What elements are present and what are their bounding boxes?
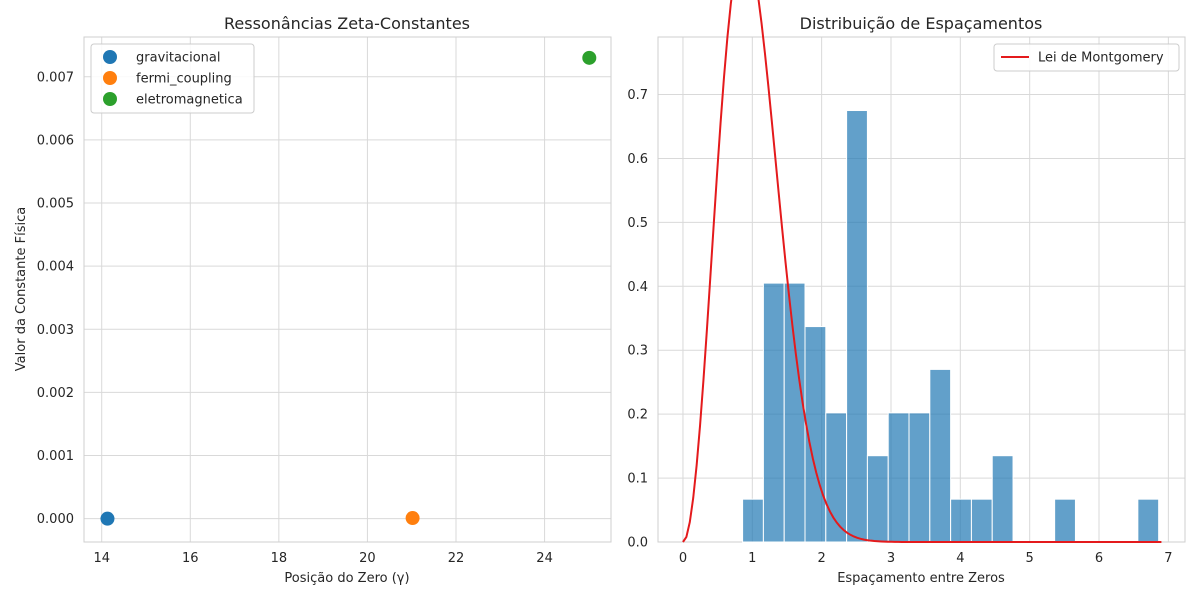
scatter-y-tick-label: 0.001 [37, 449, 74, 464]
histogram-bar [908, 412, 931, 543]
scatter-legend-box [90, 43, 255, 114]
histogram-chart-title: Distribuição de Espaçamentos [800, 14, 1043, 33]
scatter-x-tick-label: 16 [182, 551, 199, 566]
legend-marker-gravitacional [103, 50, 117, 64]
histogram-x-tick-label: 6 [1095, 551, 1103, 566]
scatter-point-fermi-coupling [405, 511, 420, 526]
histogram-legend: Lei de Montgomery [993, 43, 1180, 72]
histogram-y-tick-label: 0.1 [627, 472, 648, 487]
histogram-x-ticks: 0 1 2 3 4 5 6 7 [679, 551, 1173, 566]
histogram-bar [783, 282, 806, 543]
scatter-y-tick-label: 0.006 [37, 133, 74, 148]
montgomery-curve [682, 0, 1162, 543]
histogram-bar [991, 455, 1014, 543]
histogram-legend-box [993, 43, 1180, 72]
histogram-bar [866, 455, 889, 543]
scatter-x-ticks: 14 16 18 20 22 24 [93, 551, 552, 566]
histogram-y-tick-label: 0.3 [627, 344, 648, 359]
scatter-grid [84, 37, 611, 542]
scatter-point-gravitacional [100, 511, 115, 526]
histogram-x-axis-label: Espaçamento entre Zeros [837, 571, 1005, 586]
scatter-points [100, 50, 597, 526]
scatter-x-tick-label: 18 [271, 551, 288, 566]
scatter-y-tick-label: 0.004 [37, 260, 74, 275]
histogram-x-tick-label: 0 [679, 551, 687, 566]
histogram-bar [1054, 498, 1076, 543]
scatter-x-axis-label: Posição do Zero (γ) [284, 571, 409, 586]
histogram-x-tick-label: 3 [887, 551, 895, 566]
montgomery-curve-line [682, 0, 1162, 543]
scatter-x-tick-label: 20 [359, 551, 376, 566]
scatter-y-tick-label: 0.003 [37, 323, 74, 338]
histogram-y-tick-label: 0.5 [627, 216, 648, 231]
histogram-x-tick-label: 7 [1164, 551, 1172, 566]
histogram-bars [742, 110, 1160, 543]
scatter-plot-frame [83, 36, 612, 543]
histogram-bar [1137, 498, 1160, 543]
histogram-y-tick-label: 0.6 [627, 152, 648, 167]
histogram-bar [970, 498, 993, 543]
legend-marker-fermi-coupling [103, 71, 117, 85]
legend-label-eletromagnetica: eletromagnetica [136, 93, 243, 108]
histogram-y-ticks: 0.0 0.1 0.2 0.3 0.4 0.5 0.6 0.7 [627, 88, 648, 550]
scatter-y-tick-label: 0.007 [37, 70, 74, 85]
scatter-x-tick-label: 24 [536, 551, 553, 566]
histogram-x-tick-label: 5 [1026, 551, 1034, 566]
histogram-y-tick-label: 0.4 [627, 280, 648, 295]
histogram-bar [742, 498, 764, 543]
histogram-bar [846, 110, 868, 543]
scatter-x-tick-label: 14 [93, 551, 110, 566]
scatter-y-ticks: 0.000 0.001 0.002 0.003 0.004 0.005 0.006 0.007 [37, 70, 74, 527]
histogram-y-tick-label: 0.2 [627, 408, 648, 423]
scatter-y-tick-label: 0.002 [37, 386, 74, 401]
histogram-x-tick-label: 4 [956, 551, 964, 566]
histogram-chart: Distribuição de Espaçamentos 0 1 2 3 4 5 6 7 0.… [627, 0, 1186, 586]
histogram-bar [887, 412, 910, 543]
scatter-point-eletromagnetica [582, 50, 597, 65]
scatter-y-axis-label: Valor da Constante Física [14, 207, 29, 371]
legend-label-gravitacional: gravitacional [136, 51, 220, 66]
histogram-bar [950, 498, 972, 543]
scatter-x-tick-label: 22 [448, 551, 465, 566]
scatter-chart: Ressonâncias Zeta-Constantes 14 16 18 20 22 2… [14, 14, 612, 586]
histogram-bar [762, 282, 785, 543]
legend-label-montgomery: Lei de Montgomery [1038, 51, 1164, 66]
scatter-chart-title: Ressonâncias Zeta-Constantes [224, 14, 470, 33]
scatter-y-tick-label: 0.000 [37, 512, 74, 527]
scatter-legend: gravitacional fermi_coupling eletromagneti… [90, 43, 255, 114]
histogram-bar [929, 368, 952, 543]
legend-marker-eletromagnetica [103, 92, 117, 106]
scatter-y-tick-label: 0.005 [37, 197, 74, 212]
histogram-y-tick-label: 0.7 [627, 88, 648, 103]
histogram-x-tick-label: 1 [748, 551, 756, 566]
histogram-x-tick-label: 2 [818, 551, 826, 566]
histogram-y-tick-label: 0.0 [627, 536, 648, 551]
legend-label-fermi-coupling: fermi_coupling [136, 72, 232, 87]
